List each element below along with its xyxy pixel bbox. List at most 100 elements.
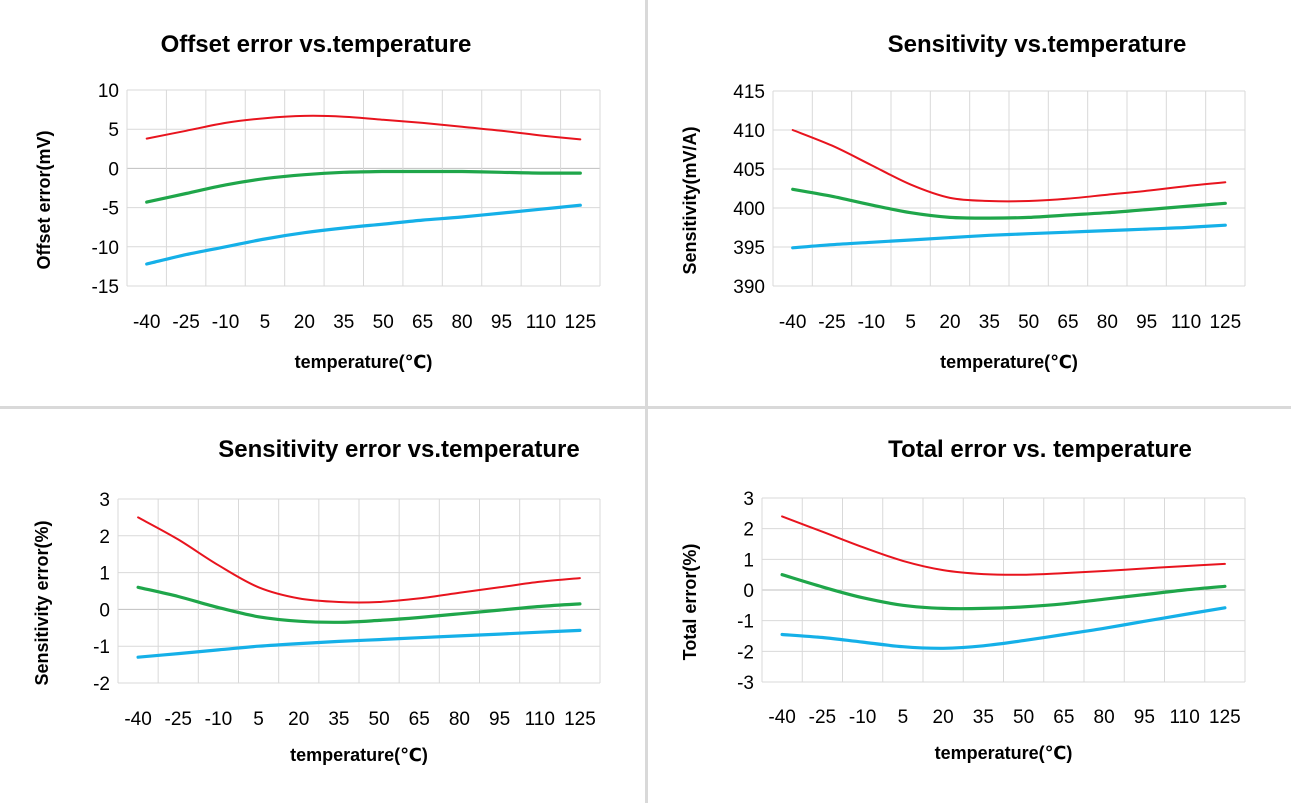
y-axis-label: Offset error(mV): [34, 130, 54, 269]
x-tick-label: 35: [328, 709, 349, 730]
y-tick-label: 1: [99, 564, 110, 585]
x-tick-label: -25: [818, 312, 845, 333]
x-tick-label: 50: [369, 709, 390, 730]
y-tick-label: 405: [733, 160, 765, 181]
y-tick-label: 400: [733, 199, 765, 220]
horizontal-divider: [0, 406, 1291, 409]
y-tick-label: 390: [733, 277, 765, 298]
y-tick-label: 415: [733, 82, 765, 103]
x-tick-label: 95: [1134, 707, 1155, 728]
series-blue-line: [780, 606, 1227, 650]
x-tick-label: -40: [779, 312, 806, 333]
x-tick-label: 95: [491, 312, 512, 333]
y-tick-label: 2: [99, 527, 110, 548]
y-tick-label: 1: [743, 550, 754, 571]
x-tick-label: 35: [973, 707, 994, 728]
series-green-line: [791, 187, 1227, 220]
x-tick-label: 5: [898, 707, 909, 728]
series-green-line: [145, 169, 582, 204]
chart-title: Sensitivity vs.temperature: [888, 31, 1187, 58]
x-tick-label: -40: [133, 312, 160, 333]
y-axis-label: Total error(%): [680, 544, 700, 661]
x-tick-label: -10: [212, 312, 239, 333]
x-tick-label: 80: [451, 312, 472, 333]
x-axis-label: temperature(℃): [295, 352, 433, 372]
x-tick-label: -25: [809, 707, 836, 728]
x-tick-label: -10: [205, 709, 232, 730]
x-tick-label: 125: [564, 709, 596, 730]
x-tick-label: 110: [1171, 312, 1201, 333]
series-red-line: [781, 515, 1226, 576]
chart-panel-sensitivity: Sensitivity vs.temperature 415 410 405 400 39…: [648, 0, 1291, 406]
x-tick-label: -10: [858, 312, 885, 333]
x-tick-label: 20: [939, 312, 960, 333]
x-tick-label: 80: [1094, 707, 1115, 728]
chart-title: Total error vs. temperature: [888, 436, 1192, 463]
x-tick-label: 80: [1097, 312, 1118, 333]
x-tick-label: -25: [165, 709, 192, 730]
y-tick-label: 2: [743, 520, 754, 541]
chart-sensitivity: Sensitivity vs.temperature 415 410 405 400 39…: [680, 31, 1246, 372]
x-axis-label: temperature(℃): [935, 743, 1073, 763]
x-tick-label: 5: [905, 312, 916, 333]
chart-title: Offset error vs.temperature: [161, 31, 472, 58]
vertical-divider: [645, 0, 648, 803]
y-tick-label: -10: [92, 238, 119, 259]
x-tick-label: 65: [409, 709, 430, 730]
y-tick-label: 3: [99, 490, 110, 511]
x-tick-label: 35: [979, 312, 1000, 333]
series-red-line: [137, 516, 581, 604]
x-tick-label: 95: [1136, 312, 1157, 333]
y-tick-label: -5: [102, 199, 119, 220]
x-tick-label: 5: [260, 312, 271, 333]
x-tick-label: -25: [172, 312, 199, 333]
x-tick-label: 20: [294, 312, 315, 333]
chart-total-error: Total error vs. temperature 3 2 1 0 -1 -2 -3 -40…: [680, 436, 1246, 763]
chart-offset-error: Offset error vs.temperature1050-5-10-15-…: [34, 31, 601, 372]
y-tick-label: 0: [743, 581, 754, 602]
x-tick-label: 50: [373, 312, 394, 333]
chart-panel-offset-error: Offset error vs.temperature 10 5 0 -5 -10 -15-…: [0, 0, 645, 406]
chart-sensitivity-error: Sensitivity error vs.temperature 3 2 1 0 -1 -2…: [32, 436, 601, 765]
y-tick-label: 410: [733, 121, 765, 142]
x-tick-label: 125: [564, 312, 596, 333]
y-tick-label: -3: [737, 673, 754, 694]
x-tick-label: 65: [1057, 312, 1078, 333]
series-blue-line: [791, 223, 1227, 250]
x-tick-label: 20: [933, 707, 954, 728]
series-green-line: [136, 585, 582, 624]
y-tick-label: -2: [737, 642, 754, 663]
x-tick-label: 35: [333, 312, 354, 333]
y-tick-label: 10: [98, 81, 119, 102]
x-tick-label: -10: [849, 707, 876, 728]
y-tick-label: 0: [99, 600, 110, 621]
x-tick-label: 50: [1013, 707, 1034, 728]
x-tick-label: 110: [1169, 707, 1199, 728]
x-tick-label: 125: [1209, 312, 1241, 333]
y-axis-label: Sensitivity(mV/A): [680, 126, 700, 274]
x-axis-label: temperature(℃): [940, 352, 1078, 372]
x-tick-label: 80: [449, 709, 470, 730]
y-tick-label: 395: [733, 238, 765, 259]
x-tick-label: 125: [1209, 707, 1241, 728]
y-tick-label: 0: [108, 159, 119, 180]
y-tick-label: 5: [108, 120, 119, 141]
y-tick-label: -1: [737, 612, 754, 633]
series-red-line: [791, 129, 1227, 203]
y-axis-label: Sensitivity error(%): [32, 520, 52, 685]
x-tick-label: 50: [1018, 312, 1039, 333]
x-tick-label: 110: [525, 709, 555, 730]
chart-title: Sensitivity error vs.temperature: [218, 436, 580, 463]
x-tick-label: 20: [288, 709, 309, 730]
chart-panel-sensitivity-error: Sensitivity error vs.temperature 3 2 1 0 -1 -2…: [0, 409, 645, 803]
x-tick-label: 5: [253, 709, 264, 730]
x-tick-label: -40: [124, 709, 151, 730]
y-tick-label: 3: [743, 489, 754, 510]
series-blue-line: [136, 628, 582, 659]
chart-panel-total-error: Total error vs. temperature 3 2 1 0 -1 -2 -3 -40…: [648, 409, 1291, 803]
x-tick-label: 65: [412, 312, 433, 333]
series-blue-line: [145, 203, 582, 266]
y-tick-label: -1: [93, 637, 110, 658]
series-green-line: [780, 573, 1227, 611]
x-tick-label: -40: [768, 707, 795, 728]
